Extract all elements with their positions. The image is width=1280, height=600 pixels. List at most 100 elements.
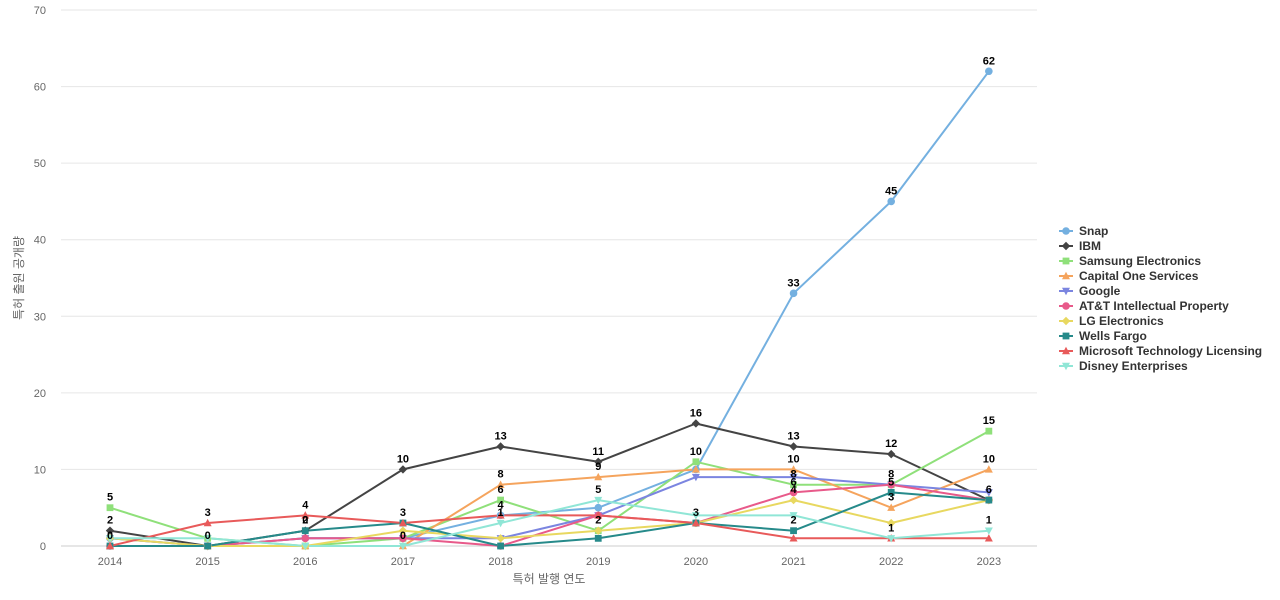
data-point-samsung-electronics <box>497 496 504 504</box>
data-point-at-t-intellectual-property <box>399 534 407 543</box>
data-label-samsung-electronics: 10 <box>690 446 702 458</box>
series-line-wells-fargo <box>110 491 989 547</box>
data-label-microsoft-technology-licensing: 3 <box>205 507 211 519</box>
data-point-wells-fargo <box>497 542 504 550</box>
data-label-samsung-electronics: 6 <box>498 484 504 496</box>
legend-item-capital-one-services[interactable]: Capital One Services <box>1059 269 1199 283</box>
series-line-samsung-electronics <box>109 430 990 547</box>
data-label-disney-enterprises: 5 <box>595 484 601 496</box>
data-point-disney-enterprises <box>984 527 993 535</box>
x-axis-title: 특허 발행 연도 <box>513 571 586 586</box>
data-point-disney-enterprises <box>203 535 212 543</box>
data-label-disney-enterprises: 1 <box>888 522 894 534</box>
x-tick-label: 2017 <box>391 556 415 568</box>
legend-item-google[interactable]: Google <box>1059 284 1121 298</box>
data-point-snap <box>985 67 993 76</box>
data-point-microsoft-technology-licensing <box>106 541 114 550</box>
data-point-ibm <box>496 442 505 451</box>
data-point-disney-enterprises <box>887 535 896 543</box>
data-point-lg-electronics <box>594 526 603 535</box>
data-label-samsung-electronics: 8 <box>790 469 796 481</box>
data-point-snap <box>594 503 603 512</box>
legend-item-microsoft-technology-licensing[interactable]: Microsoft Technology Licensing <box>1059 344 1262 358</box>
data-point-ibm <box>691 419 701 428</box>
data-label-wells-fargo: 3 <box>400 507 406 519</box>
data-label-ibm: 11 <box>592 446 604 458</box>
y-tick-label: 10 <box>34 464 46 476</box>
legend-item-samsung-electronics[interactable]: Samsung Electronics <box>1059 254 1201 268</box>
data-label-capital-one-services: 10 <box>983 453 995 465</box>
data-point-microsoft-technology-licensing <box>203 518 212 527</box>
data-point-disney-enterprises <box>691 512 700 520</box>
legend-marker <box>1062 257 1070 265</box>
data-label-capital-one-services: 3 <box>888 492 894 504</box>
data-point-microsoft-technology-licensing <box>691 518 700 527</box>
data-point-ibm <box>398 465 408 474</box>
y-tick-label: 40 <box>34 235 46 247</box>
data-point-microsoft-technology-licensing <box>398 518 407 527</box>
data-point-disney-enterprises <box>106 535 114 543</box>
legend-marker <box>1061 241 1071 251</box>
data-label-ibm: 12 <box>885 438 897 450</box>
data-point-ibm <box>789 442 798 451</box>
data-point-capital-one-services <box>496 480 505 488</box>
data-label-ibm: 2 <box>302 515 308 527</box>
data-point-wells-fargo <box>594 534 602 542</box>
y-tick-label: 70 <box>34 5 46 17</box>
data-label-wells-fargo: 2 <box>790 515 796 527</box>
legend-item-snap[interactable]: Snap <box>1059 224 1108 238</box>
data-label-capital-one-services: 10 <box>787 453 799 465</box>
x-tick-label: 2020 <box>684 556 708 568</box>
legend-marker <box>1062 287 1070 296</box>
x-tick-label: 2019 <box>586 556 610 568</box>
data-label-wells-fargo: 5 <box>888 476 894 488</box>
data-label-wells-fargo: 3 <box>693 507 699 519</box>
data-label-snap: 33 <box>787 277 799 289</box>
legend-label: LG Electronics <box>1079 314 1164 328</box>
data-point-disney-enterprises <box>301 542 310 551</box>
data-point-wells-fargo <box>790 527 797 535</box>
x-tick-label: 2023 <box>977 556 1001 568</box>
data-label-snap: 45 <box>885 185 897 197</box>
legend-label: Wells Fargo <box>1079 329 1147 343</box>
y-tick-label: 60 <box>34 82 46 94</box>
y-tick-label: 50 <box>34 158 46 170</box>
x-tick-label: 2018 <box>488 556 512 568</box>
legend-item-at-t-intellectual-property[interactable]: AT&T Intellectual Property <box>1059 299 1229 313</box>
legend-marker <box>1062 302 1070 310</box>
legend-item-wells-fargo[interactable]: Wells Fargo <box>1059 329 1147 343</box>
data-point-microsoft-technology-licensing <box>789 534 798 542</box>
legend-item-ibm[interactable]: IBM <box>1059 239 1101 253</box>
x-tick-label: 2021 <box>781 556 805 568</box>
series-line-microsoft-technology-licensing <box>109 514 989 547</box>
data-point-capital-one-services <box>789 465 798 473</box>
data-point-lg-electronics <box>398 526 408 535</box>
x-tick-labels: 2014 2015 2016 2017 2018 2019 2020 2021 2022 2023 <box>98 556 1001 568</box>
data-label-ibm: 13 <box>787 430 799 442</box>
legend-label: Microsoft Technology Licensing <box>1079 344 1262 358</box>
series-line-snap <box>109 70 990 547</box>
data-point-samsung-electronics <box>985 427 993 435</box>
legend-item-disney-enterprises[interactable]: Disney Enterprises <box>1059 359 1188 373</box>
x-tick-label: 2016 <box>293 556 317 568</box>
legend-marker <box>1062 227 1070 235</box>
data-label-ibm: 2 <box>107 515 113 527</box>
data-point-wells-fargo <box>985 496 993 504</box>
legend-item-lg-electronics[interactable]: LG Electronics <box>1059 314 1164 328</box>
data-label-capital-one-services: 8 <box>498 469 504 481</box>
legend-label: Google <box>1079 284 1121 298</box>
legend-label: Capital One Services <box>1079 269 1199 283</box>
gridlines <box>61 9 1037 547</box>
data-point-at-t-intellectual-property <box>789 488 798 497</box>
data-point-microsoft-technology-licensing <box>496 511 505 519</box>
legend-marker <box>1062 346 1070 355</box>
y-tick-label: 0 <box>40 541 46 553</box>
y-tick-label: 20 <box>34 388 46 400</box>
y-axis-title: 특허 출원 공개량 <box>12 236 26 320</box>
legend-marker <box>1062 362 1070 371</box>
data-label-ibm: 13 <box>494 430 506 442</box>
data-point-capital-one-services <box>984 465 993 473</box>
data-point-disney-enterprises <box>594 496 603 505</box>
